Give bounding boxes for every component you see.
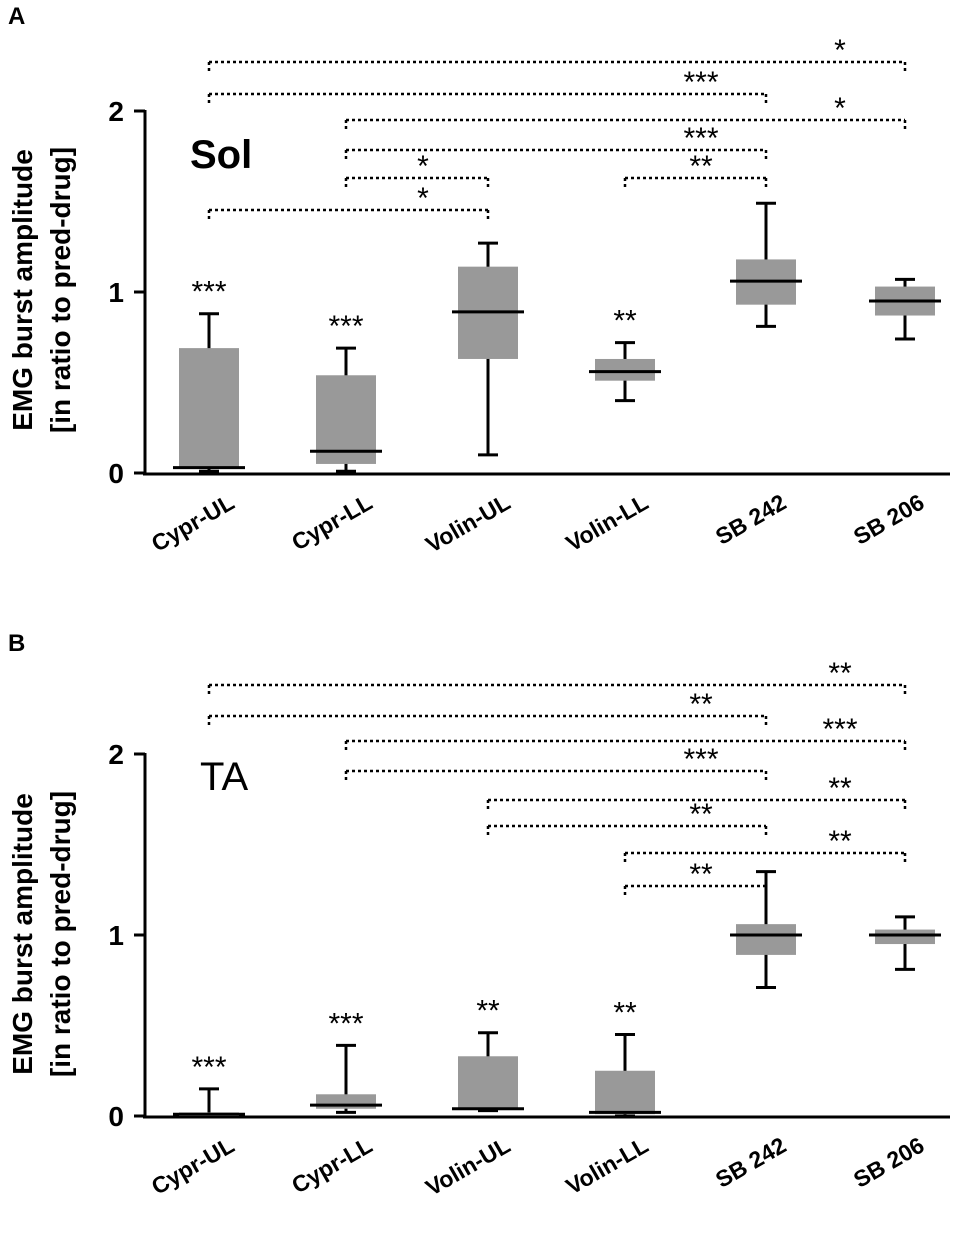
panel-b-ylabel-line1: EMG burst amplitude xyxy=(7,793,38,1075)
panel-b-bracket-label: ** xyxy=(828,657,852,690)
panel-a-significance-cypr-ll: *** xyxy=(328,310,363,343)
panel-a-xlabel-sb-206: SB 206 xyxy=(849,489,928,550)
panel-a-xlabel-cypr-ul: Cypr-UL xyxy=(147,489,239,557)
panel-a-bracket-cypr-ul-sb-206: * xyxy=(207,34,907,74)
panel-a-box-volin-ll: ** xyxy=(589,305,661,403)
panel-b-ylabel-line2: [in ratio to pred-drug] xyxy=(45,791,76,1077)
panel-a-xlabel-cypr-ll: Cypr-LL xyxy=(287,489,376,556)
panel-b-bracket-cypr-ul-sb-242: ** xyxy=(207,688,768,728)
panel-b-box-volin-ll: ** xyxy=(589,997,661,1118)
panel-b-box-sb-206 xyxy=(869,915,941,971)
panel-a-bracket-label: * xyxy=(834,34,846,67)
panel-b-brackets: ****************** xyxy=(207,657,907,898)
panel-a-bracket-cypr-ul-volin-ul: * xyxy=(207,182,490,222)
panel-b-xlabel-volin-ll: Volin-LL xyxy=(561,1132,652,1200)
panel-b-bracket-volin-ll-sb-206: ** xyxy=(623,825,907,865)
panel-b-bracket-cypr-ll-sb-242: *** xyxy=(344,743,768,783)
panel-b-significance-volin-ul: ** xyxy=(476,995,500,1028)
panel-a-xlabel-volin-ul: Volin-UL xyxy=(421,489,514,558)
panel-b-bracket-label: ** xyxy=(828,825,852,858)
panel-a-box-sb-242 xyxy=(730,201,802,328)
panel-a-box-sb-206 xyxy=(869,277,941,341)
panel-b-ytick-2: 2 xyxy=(108,739,124,770)
panel-b-significance-cypr-ul: *** xyxy=(191,1051,226,1084)
panel-a-bracket-label: *** xyxy=(683,122,718,155)
panel-a-bracket-volin-ll-sb-242: ** xyxy=(623,150,768,190)
panel-b-iqr-sb-242 xyxy=(736,924,796,955)
panel-a-bracket-cypr-ll-sb-206: * xyxy=(344,92,907,132)
panel-a-xlabel-sb-242: SB 242 xyxy=(711,489,790,550)
panel-b-box-volin-ul: ** xyxy=(452,995,524,1113)
panel-a-bracket-cypr-ul-sb-242: *** xyxy=(207,66,768,106)
panel-a-box-volin-ul xyxy=(452,241,524,457)
panel-a-bracket-label: ** xyxy=(689,150,713,183)
panel-b-bracket-cypr-ll-sb-206: *** xyxy=(344,713,907,753)
panel-b-box-sb-242 xyxy=(730,870,802,989)
panel-a-bracket-label: * xyxy=(417,182,429,215)
panel-b-boxes: ****** ** ** xyxy=(173,870,941,1118)
panel-b-xlabel-cypr-ll: Cypr-LL xyxy=(287,1132,376,1199)
panel-b-bracket-label: *** xyxy=(822,713,857,746)
panel-a-letter: A xyxy=(8,3,25,30)
panel-a-box-cypr-ll: *** xyxy=(310,310,382,473)
panel-a-brackets: ************ xyxy=(207,34,907,222)
panel-b-xlabel-volin-ul: Volin-UL xyxy=(421,1132,514,1201)
panel-a-bracket-label: * xyxy=(834,92,846,125)
panel-b-bracket-label: ** xyxy=(689,688,713,721)
panel-a-box-cypr-ul: *** xyxy=(173,276,245,473)
panel-b-bracket-label: ** xyxy=(689,858,713,891)
panel-a-significance-cypr-ul: *** xyxy=(191,276,226,309)
panel-b-bracket-volin-ul-sb-242: ** xyxy=(486,798,768,838)
panel-a-iqr-cypr-ll xyxy=(316,375,376,464)
panel-a-bracket-cypr-ll-volin-ul: * xyxy=(344,150,490,190)
panel-a-ylabel-line1: EMG burst amplitude xyxy=(7,149,38,431)
panel-b-xlabel-sb-242: SB 242 xyxy=(711,1132,790,1193)
panel-b-bracket-label: *** xyxy=(683,743,718,776)
panel-a-ylabel-line2: [in ratio to pred-drug] xyxy=(45,147,76,433)
panel-a-bracket-label: * xyxy=(417,150,429,183)
panel-b-letter: B xyxy=(8,630,25,657)
panel-a-iqr-cypr-ul xyxy=(179,348,239,468)
panel-b-bracket-volin-ll-sb-242: ** xyxy=(623,858,768,898)
panel-b-bracket-volin-ul-sb-206: ** xyxy=(486,772,907,812)
panel-b-muscle-label: TA xyxy=(200,755,248,799)
panel-b-box-cypr-ul: *** xyxy=(173,1051,245,1118)
panel-a: A EMG burst amplitude [in ratio to pred-… xyxy=(7,3,950,558)
panel-b: B EMG burst amplitude [in ratio to pred-… xyxy=(7,630,950,1201)
panel-b-ytick-0: 0 xyxy=(108,1101,124,1132)
panel-b-significance-volin-ll: ** xyxy=(613,997,637,1030)
panel-a-bracket-cypr-ll-sb-242: *** xyxy=(344,122,768,162)
panel-b-ytick-1: 1 xyxy=(108,920,124,951)
panel-a-xlabel-volin-ll: Volin-LL xyxy=(561,489,652,557)
panel-a-iqr-volin-ll xyxy=(595,358,655,381)
panel-a-ytick-0: 0 xyxy=(108,458,124,489)
panel-b-bracket-label: ** xyxy=(689,798,713,831)
panel-b-iqr-volin-ul xyxy=(458,1056,518,1109)
panel-b-xlabel-cypr-ul: Cypr-UL xyxy=(147,1132,239,1200)
panel-b-iqr-sb-206 xyxy=(875,929,935,945)
panel-b-xlabel-sb-206: SB 206 xyxy=(849,1132,928,1193)
panel-a-muscle-label: Sol xyxy=(190,133,252,177)
panel-b-iqr-volin-ll xyxy=(595,1070,655,1115)
panel-b-significance-cypr-ll: *** xyxy=(328,1007,363,1040)
panel-b-box-cypr-ll: *** xyxy=(310,1007,382,1114)
panel-a-ytick-2: 2 xyxy=(108,96,124,127)
panel-b-bracket-label: ** xyxy=(828,772,852,805)
panel-a-ytick-1: 1 xyxy=(108,277,124,308)
panel-b-bracket-cypr-ul-sb-206: ** xyxy=(207,657,907,697)
panel-a-bracket-label: *** xyxy=(683,66,718,99)
panel-a-significance-volin-ll: ** xyxy=(613,305,637,338)
panel-a-boxes: ****** ** xyxy=(173,201,941,473)
